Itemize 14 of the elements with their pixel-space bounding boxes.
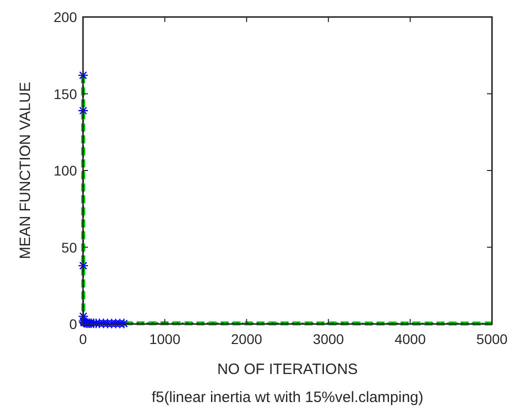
- x-axis-title: NO OF ITERATIONS: [217, 361, 358, 378]
- x-tick-label: 5000: [476, 331, 508, 347]
- y-tick-label: 0: [69, 316, 78, 332]
- x-tick-label: 4000: [394, 331, 426, 347]
- y-tick-label: 100: [54, 162, 78, 178]
- y-tick-label: 50: [61, 239, 78, 256]
- text: f5(linear inertia wt with 15%vel.clamping): [152, 389, 424, 406]
- y-axis-title: MEAN FUNCTION VALUE: [17, 82, 34, 260]
- x-tick-label: 1000: [149, 331, 181, 347]
- x-tick-label: 3000: [312, 331, 344, 347]
- y-tick-label: 200: [54, 9, 78, 25]
- y-tick-label: 150: [54, 86, 78, 102]
- x-tick-label: 2000: [231, 331, 262, 347]
- x-tick-label: 0: [79, 331, 88, 347]
